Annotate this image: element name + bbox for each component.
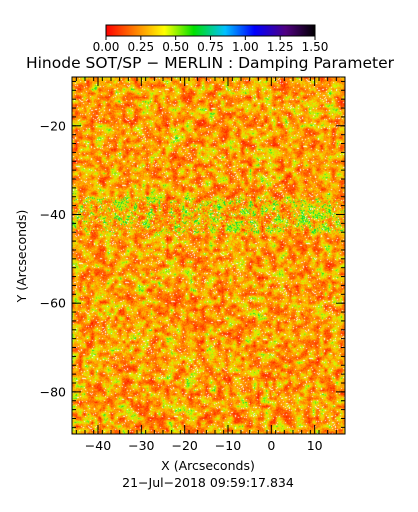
y-tick-label: −40 bbox=[40, 207, 66, 222]
y-axis: −20 −40 −60 −80 bbox=[40, 80, 345, 428]
y-axis-label: Y (Arcseconds) bbox=[14, 210, 29, 304]
y-tick-label: −80 bbox=[40, 384, 66, 399]
x-axis: −40 −30 −20 −10 0 10 bbox=[75, 77, 337, 453]
x-tick-label: −20 bbox=[171, 438, 197, 453]
x-axis-label: X (Arcseconds) bbox=[161, 458, 255, 473]
x-tick-label: 10 bbox=[307, 438, 323, 453]
y-tick-label: −20 bbox=[40, 118, 66, 133]
colorbar-tick-label: 0.75 bbox=[197, 40, 224, 54]
colorbar-tick-label: 0.25 bbox=[127, 40, 154, 54]
heatmap-image bbox=[72, 77, 345, 434]
colorbar-tick-label: 0.00 bbox=[93, 40, 120, 54]
chart-title: Hinode SOT/SP − MERLIN : Damping Paramet… bbox=[26, 54, 395, 72]
x-tick-label: −40 bbox=[85, 438, 111, 453]
plot-frame bbox=[71, 76, 346, 435]
heatmap-field bbox=[72, 77, 345, 434]
colorbar-tick-label: 0.50 bbox=[162, 40, 189, 54]
y-tick-label: −60 bbox=[40, 296, 66, 311]
colorbar-tick-label: 1.25 bbox=[267, 40, 294, 54]
x-tick-label: −10 bbox=[215, 438, 241, 453]
x-tick-label: −30 bbox=[128, 438, 154, 453]
colorbar-ticks: 0.00 0.25 0.50 0.75 1.00 1.25 1.50 bbox=[93, 36, 329, 54]
colorbar-tick-label: 1.50 bbox=[302, 40, 329, 54]
colorbar bbox=[105, 24, 316, 37]
colorbar-tick-label: 1.00 bbox=[232, 40, 259, 54]
x-tick-label: 0 bbox=[267, 438, 275, 453]
timestamp: 21−Jul−2018 09:59:17.834 bbox=[122, 475, 294, 490]
